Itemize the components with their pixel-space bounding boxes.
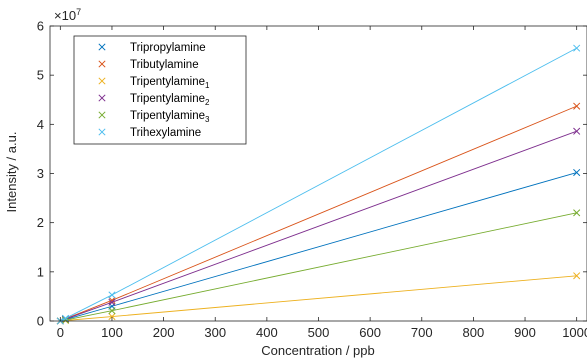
legend-label: Tripropylamine bbox=[130, 42, 206, 54]
data-point bbox=[108, 313, 116, 321]
legend: Tripropylamine Tributylamine Tripentylamin… bbox=[73, 35, 247, 145]
y-multiplier: ×107 bbox=[54, 7, 81, 23]
y-tick-label: 4 bbox=[37, 117, 44, 132]
data-point bbox=[573, 44, 581, 52]
legend-marker bbox=[98, 43, 106, 51]
data-point bbox=[573, 127, 581, 135]
data-point bbox=[573, 272, 581, 280]
y-tick-label: 5 bbox=[37, 68, 44, 83]
legend-label: Trihexylamine bbox=[130, 127, 201, 139]
legend-label: Tributylamine bbox=[130, 59, 199, 71]
data-point bbox=[108, 307, 116, 315]
legend-label: Tripentylamine3 bbox=[130, 110, 210, 124]
x-tick-label: 300 bbox=[204, 325, 226, 340]
legend-marker bbox=[98, 60, 106, 68]
y-axis-label: Intensity / a.u. bbox=[4, 132, 19, 213]
y-tick-label: 2 bbox=[37, 215, 44, 230]
x-tick-label: 900 bbox=[514, 325, 536, 340]
x-tick-label: 800 bbox=[463, 325, 485, 340]
y-tick-label: 6 bbox=[37, 19, 44, 34]
x-tick-label: 100 bbox=[101, 325, 123, 340]
legend-label: Tripentylamine2 bbox=[130, 93, 210, 107]
x-tick-label: 600 bbox=[359, 325, 381, 340]
data-point bbox=[61, 314, 70, 322]
x-tick-label: 0 bbox=[57, 325, 64, 340]
y-multiplier-exponent: 7 bbox=[76, 7, 81, 17]
legend-marker bbox=[98, 94, 106, 102]
legend-marker bbox=[98, 77, 106, 85]
x-tick-label: 200 bbox=[153, 325, 175, 340]
y-tick-label: 0 bbox=[37, 314, 44, 329]
data-point bbox=[573, 102, 581, 110]
series-line-6 bbox=[60, 47, 577, 322]
series-line-4 bbox=[60, 130, 577, 322]
data-point bbox=[573, 209, 581, 217]
x-tick-label: 700 bbox=[411, 325, 433, 340]
x-tick-label: 500 bbox=[308, 325, 330, 340]
legend-marker bbox=[98, 111, 106, 119]
data-point bbox=[108, 291, 116, 299]
series-line-5 bbox=[60, 212, 577, 322]
y-tick-label: 1 bbox=[37, 264, 44, 279]
legend-label: Tripentylamine1 bbox=[130, 76, 210, 90]
x-axis-label: Concentration / ppb bbox=[261, 343, 374, 358]
data-point bbox=[573, 168, 581, 177]
data-point bbox=[108, 298, 116, 306]
x-tick-label: 400 bbox=[256, 325, 278, 340]
y-tick-label: 3 bbox=[37, 166, 44, 181]
data-point bbox=[108, 296, 116, 304]
legend-box bbox=[73, 35, 247, 145]
legend-marker bbox=[98, 128, 106, 136]
y-axis: 0 1 2 3 4 5 6 bbox=[37, 19, 587, 329]
